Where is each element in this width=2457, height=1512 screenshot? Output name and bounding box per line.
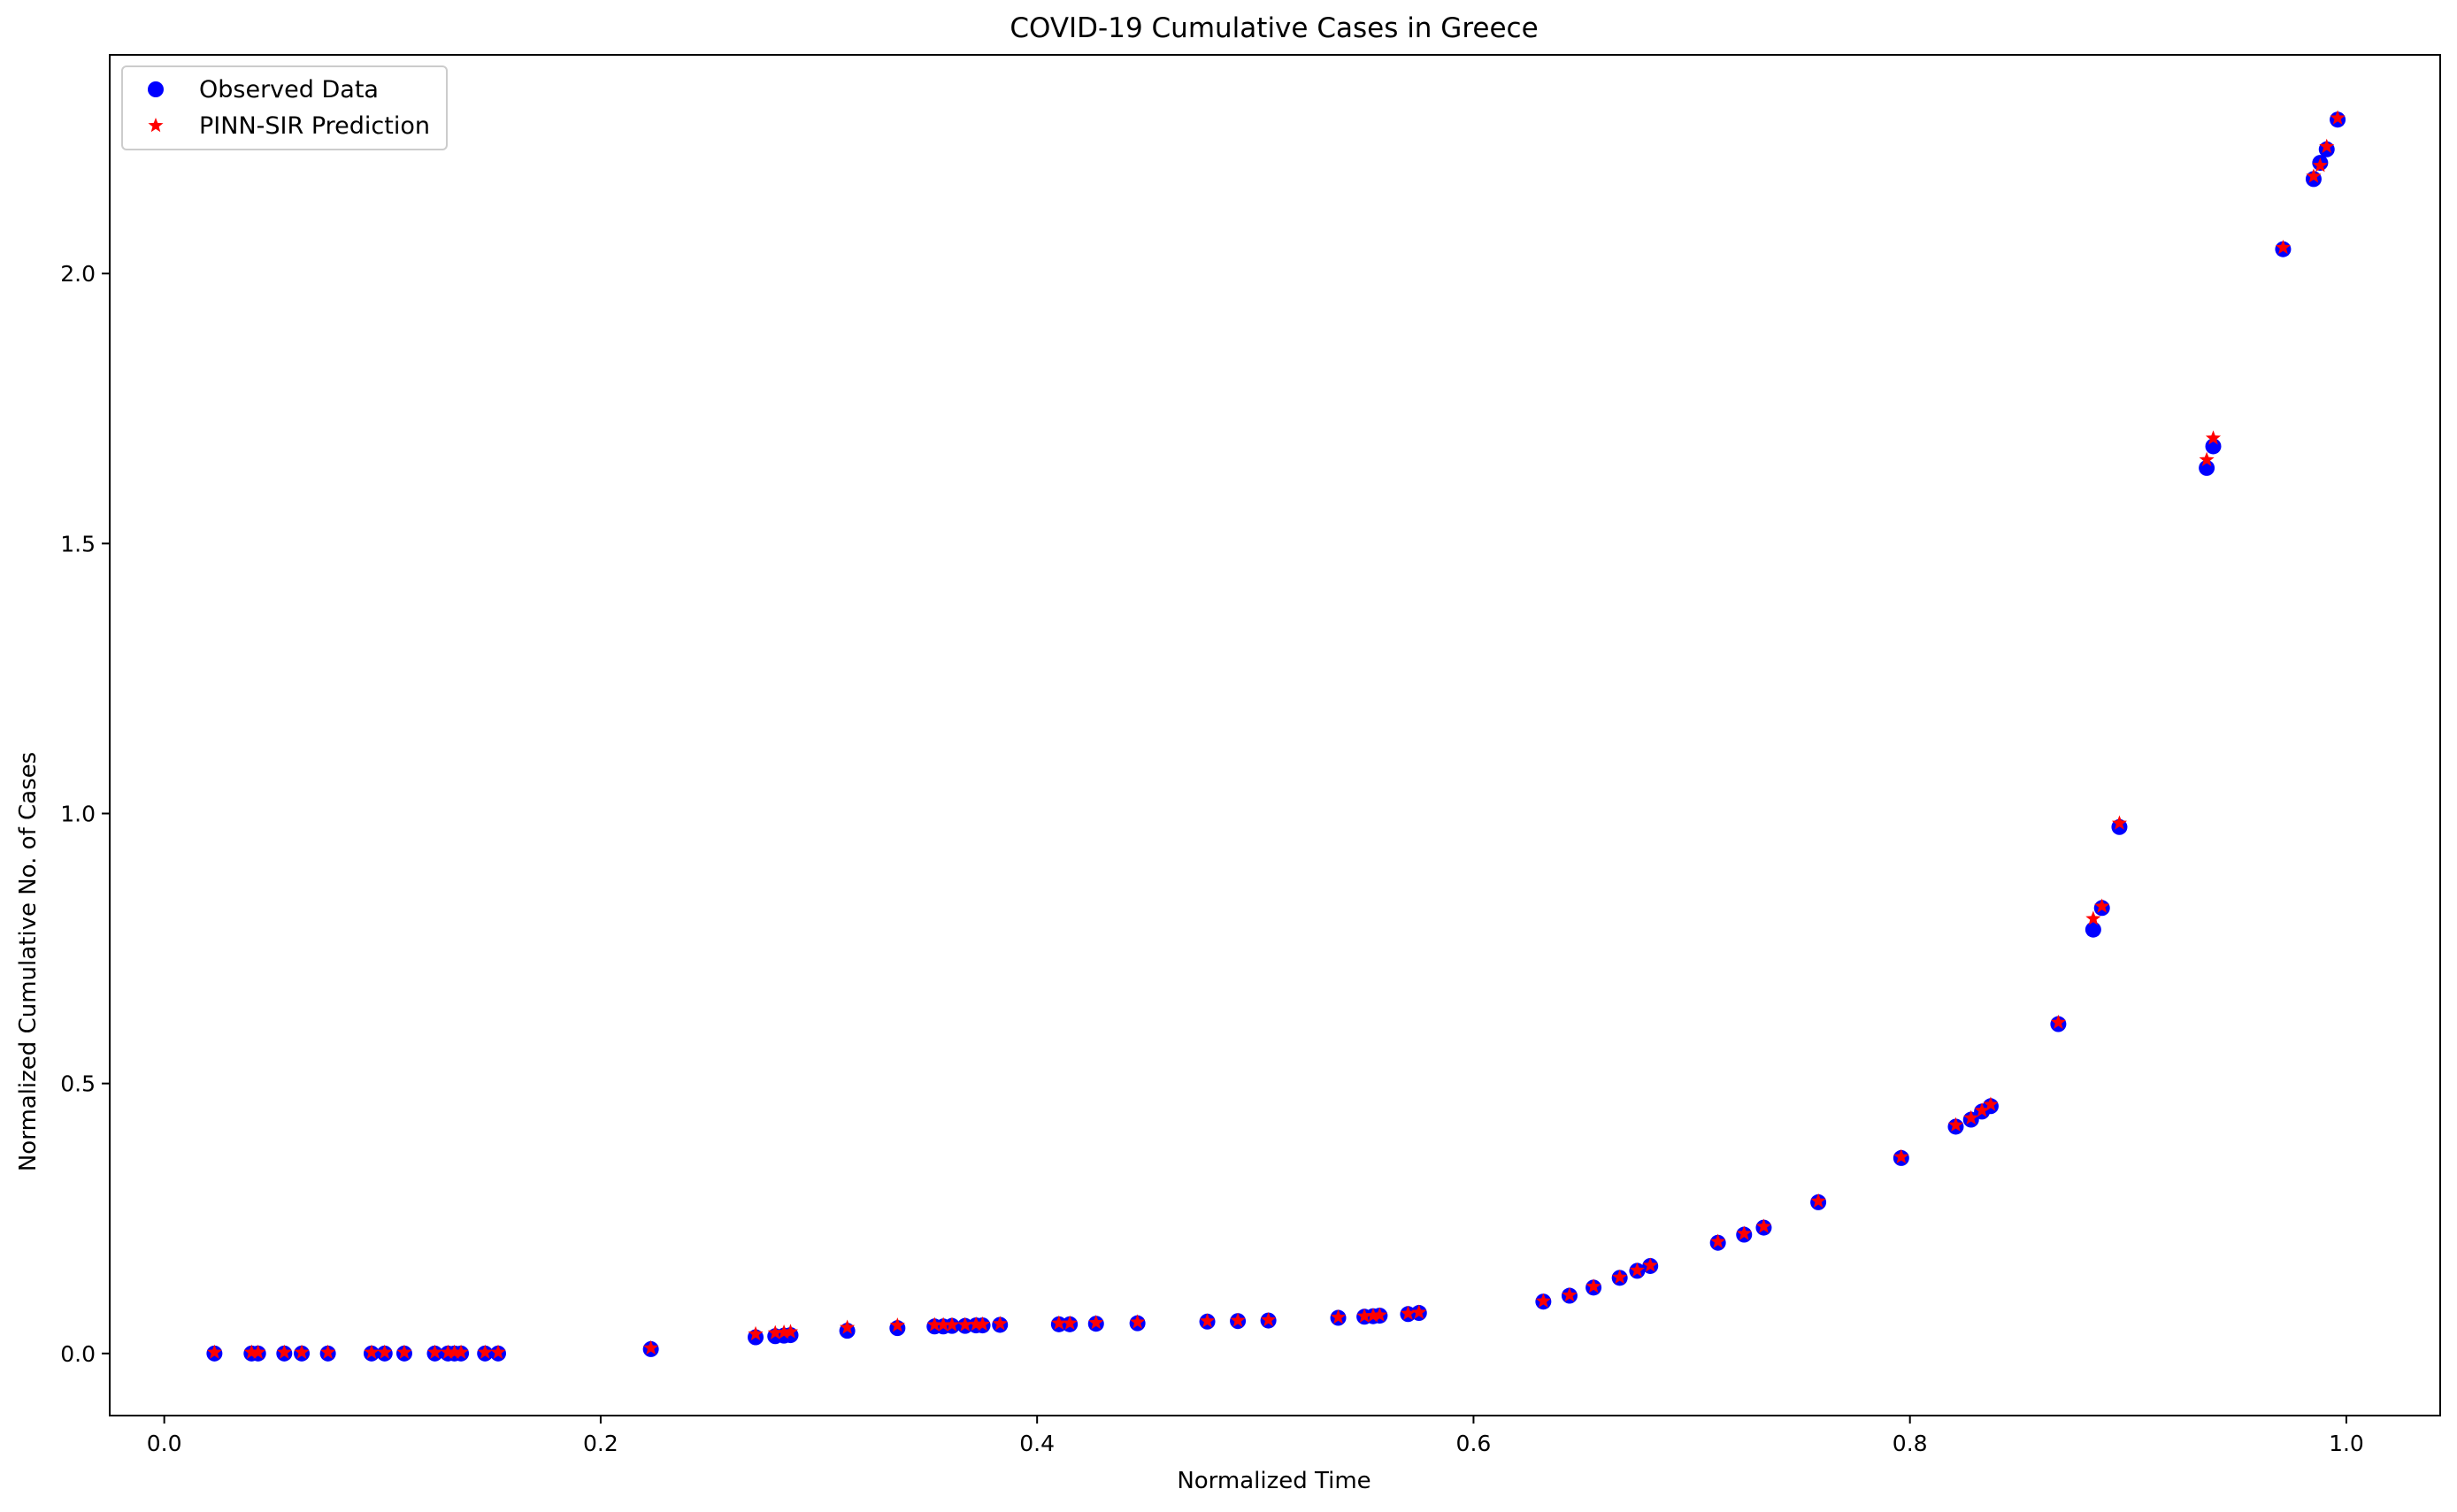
- prediction-data-point: [2312, 157, 2328, 173]
- data-points: [206, 110, 2346, 1362]
- prediction-data-point: [364, 1344, 380, 1359]
- prediction-data-point: [1710, 1233, 1726, 1248]
- prediction-data-point: [1736, 1225, 1752, 1240]
- prediction-data-point: [1330, 1309, 1347, 1324]
- prediction-data-point: [2319, 138, 2335, 154]
- prediction-data-point: [1261, 1311, 1277, 1327]
- prediction-data-point: [1535, 1293, 1551, 1308]
- prediction-data-point: [992, 1316, 1008, 1331]
- chart-title: COVID-19 Cumulative Cases in Greece: [1010, 12, 1538, 44]
- legend-label-prediction: PINN-SIR Prediction: [199, 112, 430, 140]
- x-axis-ticks: 0.0 0.2 0.4 0.6 0.8 1.0: [147, 1416, 2364, 1456]
- prediction-data-point: [206, 1344, 222, 1359]
- y-tick-label: 0.0: [60, 1341, 96, 1367]
- y-tick-label: 0.5: [60, 1071, 96, 1097]
- prediction-data-point: [477, 1344, 493, 1359]
- prediction-data-point: [1130, 1314, 1146, 1329]
- prediction-data-point: [276, 1344, 292, 1359]
- x-tick-label: 0.8: [1893, 1431, 1928, 1456]
- prediction-data-point: [840, 1319, 856, 1334]
- prediction-data-point: [377, 1344, 393, 1359]
- prediction-data-point: [2205, 430, 2222, 445]
- legend-label-observed: Observed Data: [199, 76, 379, 104]
- prediction-data-point: [643, 1339, 659, 1355]
- prediction-data-point: [1642, 1257, 1658, 1272]
- prediction-data-point: [1983, 1096, 1999, 1111]
- x-tick-label: 1.0: [2329, 1431, 2364, 1456]
- prediction-data-point: [2306, 168, 2322, 183]
- prediction-data-point: [1612, 1269, 1628, 1285]
- prediction-data-point: [1810, 1193, 1826, 1208]
- prediction-data-point: [2050, 1014, 2066, 1029]
- prediction-data-point: [776, 1324, 792, 1339]
- prediction-data-point: [767, 1324, 783, 1339]
- prediction-data-point: [294, 1344, 310, 1359]
- prediction-data-point: [396, 1344, 412, 1359]
- prediction-data-point: [490, 1344, 506, 1359]
- x-tick-label: 0.4: [1019, 1431, 1055, 1456]
- legend-frame: [121, 65, 448, 150]
- x-tick-label: 0.2: [583, 1431, 618, 1456]
- prediction-data-point: [935, 1316, 951, 1332]
- prediction-data-point: [1629, 1262, 1645, 1278]
- prediction-data-point: [1088, 1315, 1104, 1330]
- prediction-data-point: [1400, 1305, 1416, 1320]
- prediction-data-point: [957, 1316, 973, 1332]
- prediction-data-point: [1199, 1313, 1216, 1328]
- prediction-data-point: [1356, 1308, 1372, 1323]
- prediction-data-point: [1365, 1308, 1381, 1323]
- plot-area: [109, 54, 2441, 1416]
- prediction-data-point: [1062, 1315, 1078, 1330]
- prediction-data-point: [243, 1344, 259, 1359]
- prediction-data-point: [944, 1316, 960, 1332]
- prediction-data-point: [1371, 1307, 1387, 1322]
- prediction-data-point: [1947, 1117, 1964, 1132]
- prediction-data-point: [2275, 239, 2291, 255]
- prediction-data-point: [1586, 1278, 1601, 1293]
- prediction-data-point: [1893, 1148, 1909, 1163]
- axes-frame: [109, 54, 2441, 1416]
- prediction-data-point: [1230, 1312, 1246, 1327]
- prediction-data-point: [889, 1317, 905, 1332]
- x-tick-label: 0.6: [1456, 1431, 1492, 1456]
- prediction-data-point: [1974, 1102, 1990, 1117]
- prediction-data-point: [440, 1344, 456, 1359]
- legend: Observed Data PINN-SIR Prediction: [121, 65, 448, 150]
- prediction-data-point: [1755, 1218, 1772, 1233]
- legend-marker-observed: [148, 81, 164, 97]
- prediction-data-point: [748, 1325, 764, 1341]
- y-tick-label: 1.5: [60, 531, 96, 556]
- prediction-data-point: [974, 1316, 991, 1332]
- prediction-data-point: [1963, 1109, 1979, 1124]
- prediction-data-point: [2199, 451, 2215, 467]
- prediction-data-point: [2330, 110, 2346, 125]
- prediction-data-point: [1562, 1286, 1578, 1302]
- x-tick-label: 0.0: [147, 1431, 182, 1456]
- prediction-data-point: [250, 1344, 266, 1359]
- prediction-data-point: [926, 1316, 942, 1332]
- y-axis-ticks: 0.0 0.5 1.0 1.5 2.0: [60, 261, 110, 1367]
- prediction-data-point: [453, 1344, 469, 1359]
- prediction-data-point: [2085, 910, 2101, 925]
- prediction-data-point: [447, 1344, 463, 1359]
- x-axis-title: Normalized Time: [1177, 1468, 1371, 1494]
- prediction-data-point: [1411, 1304, 1427, 1319]
- y-tick-label: 2.0: [60, 261, 96, 287]
- prediction-data-point: [320, 1344, 336, 1359]
- prediction-data-point: [968, 1316, 984, 1332]
- prediction-data-point: [426, 1344, 443, 1359]
- prediction-data-point: [2094, 898, 2110, 913]
- prediction-data-point: [1051, 1315, 1067, 1330]
- legend-marker-prediction: [148, 118, 164, 133]
- observed-data-point: [2085, 921, 2101, 938]
- prediction-data-point: [782, 1324, 799, 1339]
- y-axis-title: Normalized Cumulative No. of Cases: [15, 752, 42, 1171]
- prediction-data-point: [2111, 815, 2128, 830]
- y-tick-label: 1.0: [60, 801, 96, 826]
